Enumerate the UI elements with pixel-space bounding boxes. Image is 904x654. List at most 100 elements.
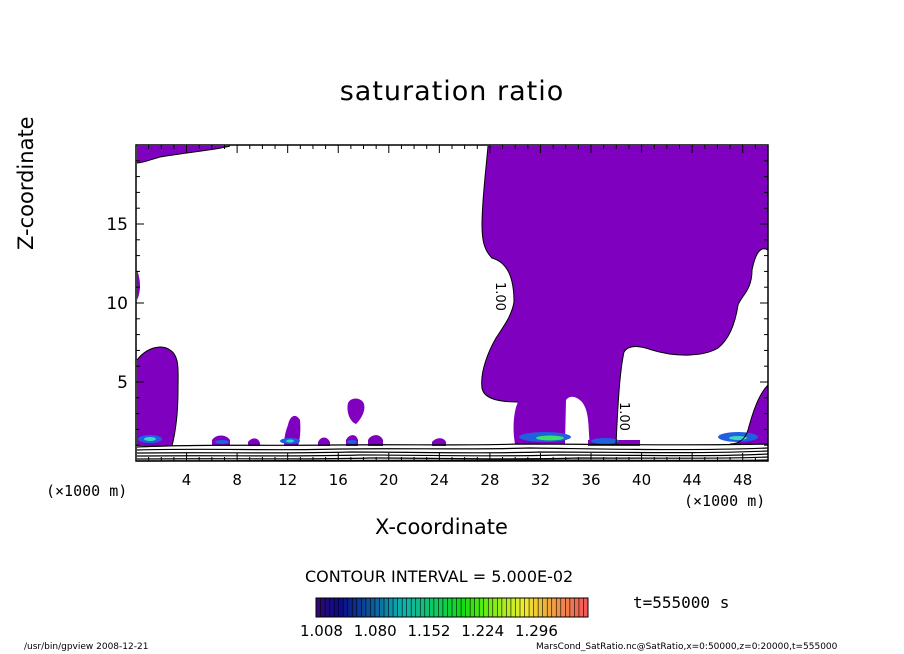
colorbar-swatch xyxy=(492,598,498,617)
colorbar-swatch xyxy=(329,598,335,617)
colorbar-swatch xyxy=(316,598,321,617)
colorbar-swatch xyxy=(356,598,362,617)
y-tick-label: 15 xyxy=(106,215,128,235)
y-tick-label: 10 xyxy=(106,294,128,314)
contour-line-labels: 1.00 1.00 xyxy=(492,282,631,431)
x-unit-label-left: (×1000 m) xyxy=(46,482,128,500)
contour-line xyxy=(729,384,769,445)
purple-fill-regions xyxy=(137,146,768,446)
colorbar-swatch xyxy=(524,598,530,617)
colorbar-swatch xyxy=(361,598,367,617)
colorbar-swatch xyxy=(520,598,525,617)
colorbar-swatch xyxy=(569,598,575,617)
x-tick-label: 24 xyxy=(430,471,449,489)
contour-lines xyxy=(136,145,769,447)
colorbar-swatch xyxy=(556,598,562,617)
x-tick-label: 20 xyxy=(379,471,398,489)
colorbar-swatch xyxy=(334,598,339,617)
colorbar-swatch xyxy=(483,598,489,617)
contour-line xyxy=(136,145,231,164)
colorbar-tick: 1.008 xyxy=(300,622,343,640)
fill-region-left-edge xyxy=(137,270,140,300)
colorbar-swatch xyxy=(465,598,471,617)
boundary-contour xyxy=(136,443,769,448)
colorbar-swatch xyxy=(538,598,543,617)
fill-region-cell-19b xyxy=(368,435,383,446)
colorbar-swatch xyxy=(402,598,407,617)
colorbar-swatch xyxy=(433,598,439,617)
colorbar-swatch xyxy=(456,598,462,617)
colorbar-swatch xyxy=(411,598,417,617)
colorbar-tick: 1.224 xyxy=(461,622,505,640)
colorbar-swatch xyxy=(438,598,444,617)
x-tick-label: 12 xyxy=(278,471,297,489)
colorbar-swatch xyxy=(406,598,412,617)
colorbar-swatch xyxy=(547,598,553,617)
colorbar-swatch xyxy=(542,598,548,617)
colorbar-swatch xyxy=(388,598,394,617)
fill-region-cell-14 xyxy=(318,437,330,446)
colorbar-swatch xyxy=(384,598,389,617)
x-tick-label: 8 xyxy=(232,471,242,489)
colorbar-swatch xyxy=(497,598,503,617)
colorbar-swatch xyxy=(447,598,453,617)
fill-region-cell-25 xyxy=(432,438,446,446)
x-tick-label: 28 xyxy=(480,471,499,489)
colorbar-swatch xyxy=(560,598,566,617)
x-tick-label: 48 xyxy=(733,471,752,489)
x-tick-label: 32 xyxy=(531,471,550,489)
contour-line xyxy=(136,346,179,447)
y-tick-label: 5 xyxy=(117,373,128,393)
colorbar-swatch xyxy=(506,598,512,617)
spot-12-core xyxy=(286,439,294,443)
colorbar-swatch xyxy=(583,598,589,617)
spot-32-core xyxy=(536,435,564,441)
colorbar-swatch xyxy=(474,598,480,617)
colorbar-swatch xyxy=(510,598,516,617)
spot-38 xyxy=(591,438,619,444)
colorbar-tick-labels: 1.008 1.080 1.152 1.224 1.296 xyxy=(300,622,564,640)
boundary-contour xyxy=(136,453,769,457)
colorbar-swatch xyxy=(578,598,584,617)
x-axis-label: X-coordinate xyxy=(375,515,508,539)
contour-interval-text: CONTOUR INTERVAL = 5.000E-02 xyxy=(305,567,574,586)
time-label: t=555000 s xyxy=(633,593,730,612)
colorbar-swatch xyxy=(574,598,580,617)
colorbar-swatch xyxy=(420,598,426,617)
contour-line xyxy=(481,145,519,403)
colorbar-swatch xyxy=(338,598,344,617)
condensate-spots xyxy=(138,432,758,444)
chart-title: saturation ratio xyxy=(339,76,565,107)
contour-label: 1.00 xyxy=(492,282,507,311)
colorbar-swatch xyxy=(565,598,571,617)
footer-right: MarsCond_SatRatio.nc@SatRatio,x=0:50000,… xyxy=(536,642,838,652)
colorbar-swatch xyxy=(379,598,385,617)
colorbar-swatch xyxy=(429,598,435,617)
colorbar-swatch xyxy=(415,598,421,617)
colorbar-swatch xyxy=(347,598,353,617)
colorbar-swatch xyxy=(370,598,376,617)
colorbar-swatch xyxy=(488,598,494,617)
colorbar-tick: 1.296 xyxy=(514,622,558,640)
fill-region-cell-19 xyxy=(347,398,365,424)
spot-17 xyxy=(347,440,357,444)
colorbar-swatch xyxy=(442,598,448,617)
colorbar-swatch xyxy=(479,598,485,617)
colorbar-swatch xyxy=(424,598,430,617)
colorbar-swatch xyxy=(393,598,398,617)
colorbar-swatch xyxy=(325,598,330,617)
footer-left: /usr/bin/gpview 2008-12-21 xyxy=(24,642,149,652)
colorbar-swatch xyxy=(320,598,326,617)
colorbar-swatch xyxy=(529,598,534,617)
x-tick-label: 4 xyxy=(182,471,192,489)
boundary-contour xyxy=(136,456,769,460)
fill-region-plume xyxy=(481,146,768,446)
colorbar-swatch xyxy=(397,598,403,617)
colorbar-tick: 1.080 xyxy=(353,622,397,640)
colorbar-swatch xyxy=(374,598,380,617)
y-axis-ticks: 5 10 15 xyxy=(106,160,768,446)
spot-6 xyxy=(215,440,229,444)
colorbar-swatch xyxy=(470,598,475,617)
x-tick-label: 40 xyxy=(632,471,651,489)
x-tick-label: 44 xyxy=(683,471,702,489)
